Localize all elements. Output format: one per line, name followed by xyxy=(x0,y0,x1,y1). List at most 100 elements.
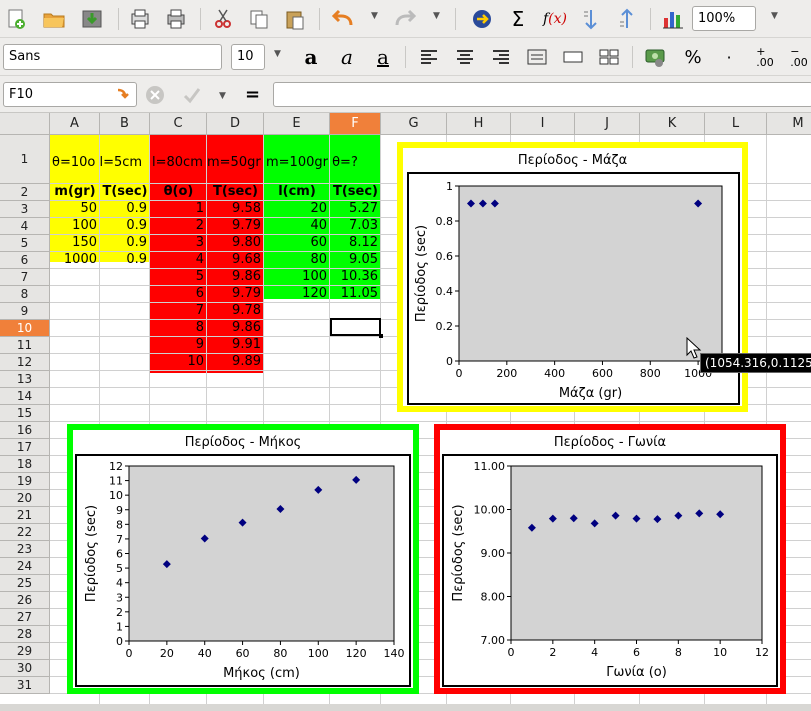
column-header-e[interactable]: E xyxy=(264,113,330,135)
row-header-5[interactable]: 5 xyxy=(0,235,50,252)
remove-decimal-icon[interactable]: − .00 xyxy=(790,45,808,69)
row-header-1[interactable]: 1 xyxy=(0,135,50,184)
mass-cell[interactable]: 0.9 xyxy=(126,252,147,267)
column-header-g[interactable]: G xyxy=(381,113,447,135)
mass-cell[interactable]: 1000 xyxy=(63,252,97,267)
zoom-dropdown-icon[interactable]: ▼ xyxy=(771,11,778,21)
length-cell[interactable]: 80 xyxy=(310,252,327,267)
length-cell[interactable]: 100 xyxy=(302,269,327,284)
row-header-10[interactable]: 10 xyxy=(0,320,50,337)
angle-header-cell[interactable]: l=80cm m=50gr xyxy=(152,155,261,170)
mass-cell[interactable]: 0.9 xyxy=(126,201,147,216)
row-header-28[interactable]: 28 xyxy=(0,626,50,643)
length-cell[interactable]: 5.27 xyxy=(349,201,378,216)
row-header-3[interactable]: 3 xyxy=(0,201,50,218)
mass-cell[interactable]: 50 xyxy=(80,201,97,216)
wrap-text-icon[interactable] xyxy=(596,44,622,70)
angle-cell[interactable]: 2 xyxy=(195,218,204,233)
row-header-12[interactable]: 12 xyxy=(0,354,50,371)
angle-cell[interactable]: 9.91 xyxy=(232,337,261,352)
font-size-field[interactable]: 10 xyxy=(231,44,265,70)
horizontal-scrollbar[interactable] xyxy=(0,704,811,711)
row-header-16[interactable]: 16 xyxy=(0,422,50,439)
merge-cells-icon[interactable] xyxy=(560,44,586,70)
italic-icon[interactable]: a xyxy=(341,45,353,69)
angle-col-header[interactable]: T(sec) xyxy=(212,184,258,199)
angle-cell[interactable]: 9.89 xyxy=(232,354,261,369)
insert-chart-icon[interactable] xyxy=(660,6,686,32)
add-decimal-icon[interactable]: + .00 xyxy=(756,45,774,69)
row-header-2[interactable]: 2 xyxy=(0,184,50,201)
selected-cell-f10[interactable] xyxy=(330,318,381,336)
row-header-19[interactable]: 19 xyxy=(0,473,50,490)
length-cell[interactable]: 40 xyxy=(310,218,327,233)
angle-cell[interactable]: 3 xyxy=(195,235,204,250)
column-header-k[interactable]: K xyxy=(640,113,705,135)
row-header-29[interactable]: 29 xyxy=(0,643,50,660)
angle-cell[interactable]: 9.86 xyxy=(232,269,261,284)
length-header-cell[interactable]: m=100gr θ=? xyxy=(266,155,358,170)
zoom-field[interactable]: 100% xyxy=(692,6,756,31)
redo-icon[interactable] xyxy=(392,6,418,32)
angle-cell[interactable]: 8 xyxy=(195,320,204,335)
formula-input[interactable] xyxy=(273,82,811,107)
function-wizard-icon[interactable]: f (x) xyxy=(542,11,567,27)
navigator-icon[interactable] xyxy=(469,6,495,32)
column-header-f[interactable]: F xyxy=(330,113,381,135)
number-format-icon[interactable]: · xyxy=(726,47,732,67)
sort-ascending-icon[interactable] xyxy=(578,6,604,32)
row-header-18[interactable]: 18 xyxy=(0,456,50,473)
row-header-21[interactable]: 21 xyxy=(0,507,50,524)
row-header-31[interactable]: 31 xyxy=(0,677,50,694)
angle-cell[interactable]: 9 xyxy=(195,337,204,352)
fill-handle[interactable] xyxy=(379,334,383,338)
column-header-i[interactable]: I xyxy=(511,113,575,135)
cut-icon[interactable] xyxy=(210,6,236,32)
row-header-7[interactable]: 7 xyxy=(0,269,50,286)
column-header-a[interactable]: A xyxy=(50,113,100,135)
sum-icon[interactable]: Σ xyxy=(511,7,525,31)
angle-cell[interactable]: 9.80 xyxy=(232,235,261,250)
row-header-22[interactable]: 22 xyxy=(0,524,50,541)
length-cell[interactable]: 7.03 xyxy=(349,218,378,233)
column-header-h[interactable]: H xyxy=(447,113,511,135)
row-header-17[interactable]: 17 xyxy=(0,439,50,456)
mass-col-header[interactable]: T(sec) xyxy=(102,184,148,199)
save-icon[interactable] xyxy=(79,6,105,32)
length-cell[interactable]: 8.12 xyxy=(349,235,378,250)
angle-cell[interactable]: 9.86 xyxy=(232,320,261,335)
open-folder-icon[interactable] xyxy=(41,6,67,32)
row-header-8[interactable]: 8 xyxy=(0,286,50,303)
redo-dropdown-icon[interactable]: ▼ xyxy=(433,11,440,21)
length-cell[interactable]: 9.05 xyxy=(349,252,378,267)
font-size-dropdown-icon[interactable]: ▼ xyxy=(274,49,281,59)
chart-mass[interactable]: Περίοδος - Μάζα 0 200 400 600 800 1000 0 0.2 0.4… xyxy=(397,142,748,412)
row-header-4[interactable]: 4 xyxy=(0,218,50,235)
row-header-11[interactable]: 11 xyxy=(0,337,50,354)
name-box[interactable]: F10 xyxy=(3,82,137,107)
paste-icon[interactable] xyxy=(282,6,308,32)
row-header-13[interactable]: 13 xyxy=(0,371,50,388)
row-header-25[interactable]: 25 xyxy=(0,575,50,592)
font-name-field[interactable]: Sans xyxy=(3,44,222,70)
length-cell[interactable]: 120 xyxy=(302,286,327,301)
undo-dropdown-icon[interactable]: ▼ xyxy=(371,11,378,21)
select-all-corner[interactable] xyxy=(0,113,50,135)
name-box-dropdown-icon[interactable] xyxy=(114,86,132,108)
copy-icon[interactable] xyxy=(246,6,272,32)
column-header-c[interactable]: C xyxy=(150,113,207,135)
accept-dropdown-icon[interactable]: ▼ xyxy=(219,91,226,101)
column-header-b[interactable]: B xyxy=(100,113,150,135)
angle-cell[interactable]: 9.68 xyxy=(232,252,261,267)
print-icon[interactable] xyxy=(163,6,189,32)
mass-col-header[interactable]: m(gr) xyxy=(54,184,96,199)
length-cell[interactable]: 11.05 xyxy=(340,286,378,301)
chart-angle[interactable]: Περίοδος - Γωνία 0 2 4 6 8 10 12 7.00 8.00 9.00 10… xyxy=(434,424,786,694)
angle-cell[interactable]: 10 xyxy=(187,354,204,369)
cancel-icon[interactable] xyxy=(145,85,165,109)
length-cell[interactable]: 60 xyxy=(310,235,327,250)
row-header-26[interactable]: 26 xyxy=(0,592,50,609)
row-header-20[interactable]: 20 xyxy=(0,490,50,507)
currency-format-icon[interactable] xyxy=(643,44,669,70)
new-document-icon[interactable] xyxy=(3,6,29,32)
